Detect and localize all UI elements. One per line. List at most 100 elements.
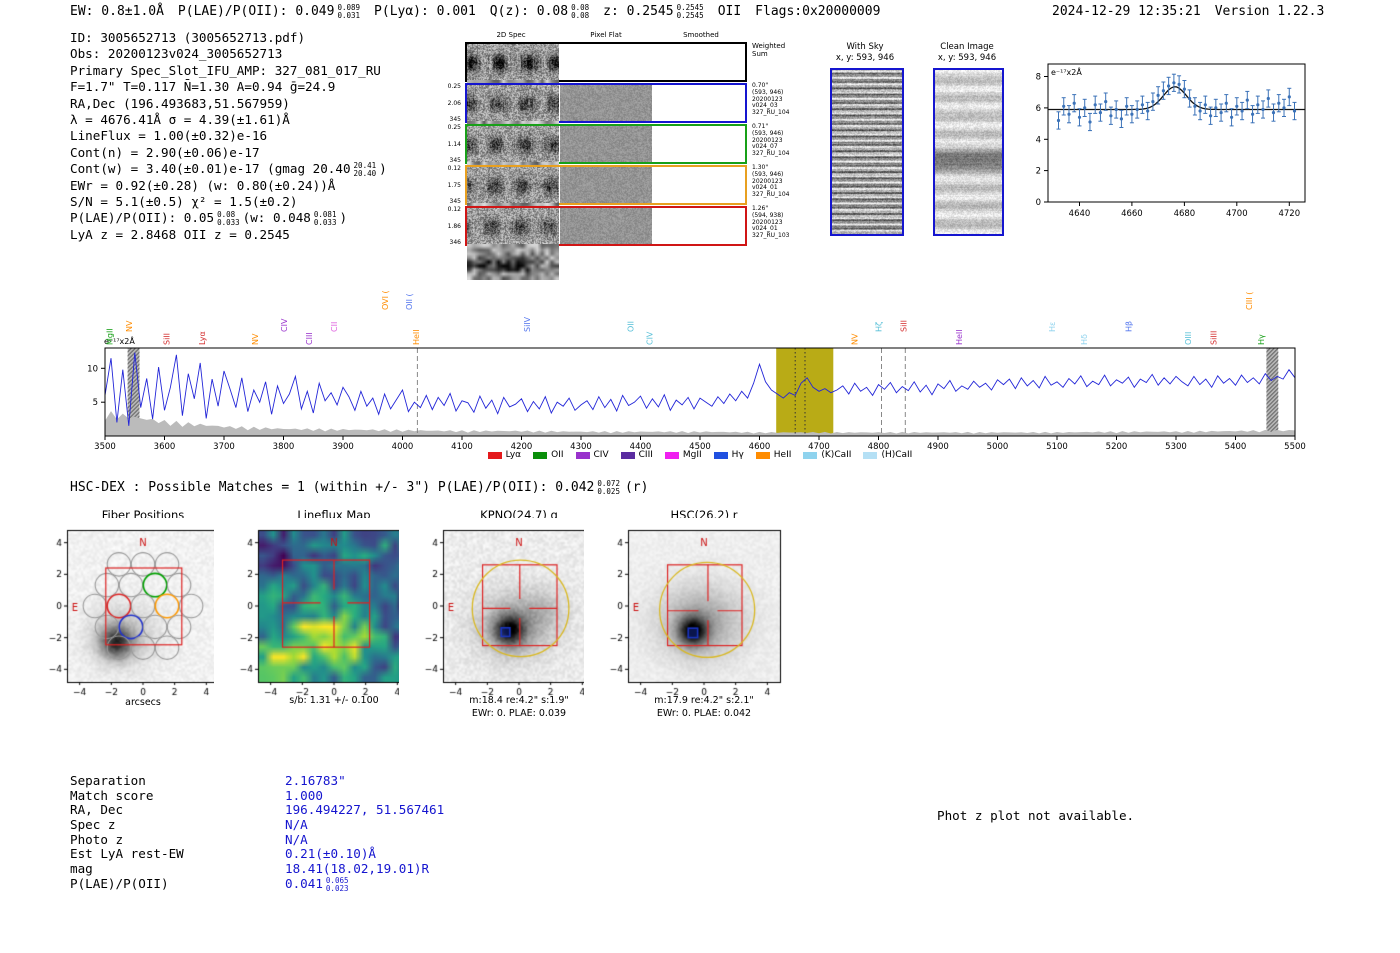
cutout-lineflux-image xyxy=(214,518,426,698)
report-meta: 2024-12-29 12:35:21 Version 1.22.3 xyxy=(1052,4,1338,19)
svg-text:4: 4 xyxy=(1036,135,1041,145)
text-segment: Flags:0x20000009 xyxy=(755,4,881,19)
svg-text:5300: 5300 xyxy=(1165,442,1187,452)
subscript-value: 0.025 xyxy=(597,487,620,496)
text-segment: 0.041 xyxy=(285,875,323,891)
text-segment: P(LAE)/P(OII): 0.049 xyxy=(177,4,335,19)
superscript-value: 20.41 xyxy=(353,161,377,171)
match-value: 196.494227, 51.567461 xyxy=(285,802,458,817)
annotation-line: Weighted xyxy=(752,42,786,50)
spec2d-row xyxy=(465,206,747,280)
svg-text:3900: 3900 xyxy=(332,442,354,452)
subscript-value: 0.023 xyxy=(325,883,349,893)
match-label: Est LyA rest-EW xyxy=(70,846,184,862)
legend-swatch xyxy=(713,451,728,459)
scale-number: 1.14 xyxy=(447,140,461,148)
text-segment: P(LAE)/P(OII): 0.05 xyxy=(70,210,215,226)
text-segment: HSC-DEX : Possible Matches = 1 (within +… xyxy=(70,480,595,495)
subscript-value: 0.2545 xyxy=(676,11,704,20)
info-line: λ = 4676.41Å σ = 4.39(±1.61)Å xyxy=(70,112,401,128)
svg-text:4400: 4400 xyxy=(630,442,652,452)
text-segment: S/N = 5.1(±0.5) χ² = 1.5(±0.2) xyxy=(70,193,298,209)
cutout-caption-lineflux: s/b: 1.31 +/- 0.100 xyxy=(289,695,379,706)
svg-text:8: 8 xyxy=(1036,73,1041,83)
info-line: LyA z = 2.8468 OII z = 0.2545 xyxy=(70,227,401,243)
svg-text:OII (: OII ( xyxy=(405,293,414,310)
scale-number: 346 xyxy=(449,239,461,246)
clean-image xyxy=(933,68,1004,236)
text-segment: LyA z = 2.8468 OII z = 0.2545 xyxy=(70,226,290,242)
clean-image-title: Clean Image xyxy=(940,42,994,52)
info-line: F=1.7" T=0.117 N̄=1.30 A=0.94 ḡ=24.9 xyxy=(70,79,401,95)
legend-swatch xyxy=(620,451,635,459)
spec2d-col-header-2: Pixel Flat xyxy=(590,31,622,39)
legend-swatch xyxy=(863,451,878,459)
annotation-line: v024_01 xyxy=(752,184,778,192)
annotation-line: 20200123 xyxy=(752,136,783,144)
spectrum-legend: Lyα OII CIV CIII MgII Hγ HeII (K)CaII (H)CaII xyxy=(105,450,1295,460)
svg-text:HeII: HeII xyxy=(955,329,964,345)
legend-item: CIII xyxy=(620,450,653,460)
svg-text:5400: 5400 xyxy=(1225,442,1247,452)
spec2d-2dspec-image xyxy=(467,85,559,121)
scale-number: 0.25 xyxy=(447,83,461,90)
match-label: P(LAE)/P(OII) xyxy=(70,875,169,891)
info-line: RA,Dec (196.493683,51.567959) xyxy=(70,96,401,112)
timestamp: 2024-12-29 12:35:21 xyxy=(1052,4,1201,19)
legend-item: HeII xyxy=(755,450,791,460)
match-row: Separation 2.16783" xyxy=(70,773,458,788)
scale-number: 1.75 xyxy=(447,181,461,189)
spec2d-annotation: 1.30" (593, 946) 20200123 v024_01 327_RU_104 xyxy=(752,164,789,199)
superscript-subscript: 0.2545 0.2545 xyxy=(677,4,704,20)
superscript-subscript: 0.08 0.08 xyxy=(571,4,589,20)
text-segment: EW: 0.8±1.0Å xyxy=(70,4,164,19)
text-segment: 2.16783" xyxy=(285,773,346,788)
spec2d-row xyxy=(465,42,747,116)
spec2d-scale-numbers: 0.12 1.75 345 xyxy=(437,165,461,205)
svg-text:SiII: SiII xyxy=(162,333,171,345)
legend-item: (H)CaII xyxy=(863,450,912,460)
svg-text:OVI (: OVI ( xyxy=(381,290,390,310)
svg-text:4700: 4700 xyxy=(808,442,830,452)
legend-label: Hγ xyxy=(731,450,744,460)
match-row: P(LAE)/P(OII) 0.041 0.065 0.023 xyxy=(70,875,458,893)
text-segment: λ = 4676.41Å σ = 4.39(±1.61)Å xyxy=(70,111,290,127)
text-segment: (w: 0.048 xyxy=(242,210,311,226)
cutout-fiber-image xyxy=(23,518,235,698)
text-segment: Primary Spec_Slot_IFU_AMP: 327_081_017_R… xyxy=(70,62,381,78)
spec2d-smoothed-image xyxy=(467,244,559,280)
info-line: Cont(w) = 3.40(±0.01)e-17 (gmag 20.40 20.… xyxy=(70,161,401,177)
svg-text:5200: 5200 xyxy=(1106,442,1128,452)
subscript-value: 0.033 xyxy=(313,218,337,228)
svg-text:Hβ: Hβ xyxy=(1124,321,1133,332)
superscript-subscript: 0.065 0.023 xyxy=(326,877,349,893)
legend-swatch xyxy=(575,451,590,459)
scale-number: 345 xyxy=(449,157,461,164)
info-line: LineFlux = 1.00(±0.32)e-16 xyxy=(70,128,401,144)
legend-label: (K)CaII xyxy=(821,450,852,460)
cutout-caption-hsc: m:17.9 re:4.2" s:2.1" xyxy=(654,695,754,706)
match-value: 18.41(18.02,19.01)R xyxy=(285,861,443,876)
spec2d-pixelflat-image xyxy=(560,167,652,203)
superscript-value: 0.2545 xyxy=(676,3,704,12)
legend-swatch xyxy=(487,451,502,459)
spec2d-2dspec-image xyxy=(467,167,559,203)
svg-text:4100: 4100 xyxy=(451,442,473,452)
svg-text:5100: 5100 xyxy=(1046,442,1068,452)
scale-number: 345 xyxy=(449,198,461,205)
info-line: Cont(n) = 2.90(±0.06)e-17 xyxy=(70,145,401,161)
spec2d-pixelflat-image xyxy=(560,85,652,121)
svg-text:4900: 4900 xyxy=(927,442,949,452)
match-value: 2.16783" xyxy=(285,773,360,788)
spec2d-row xyxy=(465,83,747,157)
match-row: RA, Dec 196.494227, 51.567461 xyxy=(70,802,458,817)
info-line: EWr = 0.92(±0.28) (w: 0.80(±0.24))Å xyxy=(70,178,401,194)
scale-number: 0.12 xyxy=(447,165,461,172)
spec2d-annotation: 0.71" (593, 946) 20200123 v024_07 327_RU_104 xyxy=(752,123,789,158)
svg-text:SiII: SiII xyxy=(900,320,909,332)
superscript-value: 0.08 xyxy=(217,210,236,220)
svg-text:SiIII: SiIII xyxy=(1210,331,1219,345)
match-value: 0.041 0.065 0.023 xyxy=(285,875,352,893)
svg-text:4680: 4680 xyxy=(1174,209,1196,219)
text-segment: EWr = 0.92(±0.28) (w: 0.80(±0.24))Å xyxy=(70,177,336,193)
